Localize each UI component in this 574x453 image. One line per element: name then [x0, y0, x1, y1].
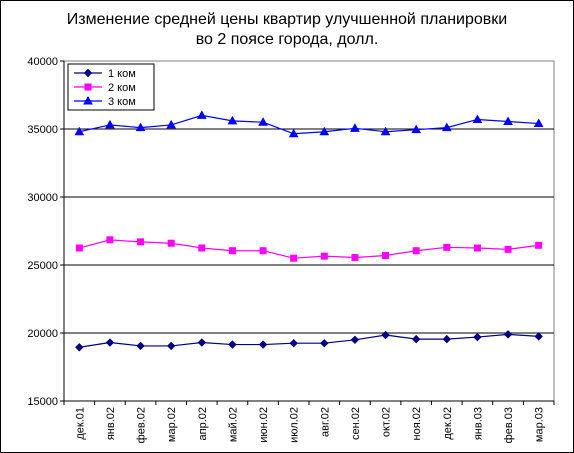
x-tick-label: июл.02	[289, 407, 301, 443]
legend-label: 3 ком	[108, 96, 136, 108]
data-point	[136, 341, 145, 351]
data-point	[472, 114, 483, 123]
data-point	[535, 241, 543, 249]
data-point	[75, 343, 84, 352]
data-point	[473, 332, 482, 342]
x-tick-label: дек.01	[74, 407, 86, 440]
axis-layer: 15000 20000 25000 30000 35000 40000 дек.01 янв.…	[27, 56, 555, 443]
data-point	[411, 334, 421, 344]
data-point	[227, 115, 238, 125]
x-tick-label: фев.02	[136, 407, 148, 443]
legend-label: 2 ком	[108, 82, 136, 94]
data-point	[320, 252, 328, 260]
x-tick-label: окт.02	[381, 407, 393, 437]
legend: 1 ком 2 ком 3 ком	[67, 63, 155, 111]
y-tick-label: 35000	[27, 124, 58, 136]
grid-layer	[64, 128, 554, 334]
chart-title-line-2: во 2 поясе города, долл.	[196, 31, 379, 48]
series-line	[79, 114, 539, 135]
data-point	[105, 338, 115, 347]
data-point	[258, 340, 268, 349]
x-tick-label: ноя.02	[411, 407, 423, 440]
series-1	[75, 330, 543, 352]
legend-marker	[83, 95, 93, 105]
data-point	[412, 247, 420, 255]
legend-label: 1 ком	[108, 68, 136, 80]
data-point	[351, 254, 359, 262]
y-tick-label: 20000	[27, 328, 58, 340]
data-point	[228, 247, 236, 255]
data-point	[259, 247, 267, 255]
x-tick-label: июн.02	[258, 407, 270, 443]
legend-box	[67, 63, 155, 111]
data-point	[167, 239, 175, 247]
x-tick-label: янв.02	[105, 407, 117, 440]
x-tick-label: мар.02	[166, 407, 178, 442]
x-tick-label: авг.02	[319, 407, 331, 437]
y-tick-label: 40000	[27, 56, 58, 68]
data-point	[258, 117, 268, 126]
data-point	[411, 124, 422, 134]
data-point	[441, 122, 452, 132]
data-point	[75, 244, 83, 252]
y-tick-label: 25000	[27, 260, 58, 272]
data-point	[166, 341, 176, 351]
data-point	[137, 238, 145, 246]
x-tick-label: мар.03	[534, 407, 546, 442]
data-point	[106, 236, 114, 244]
series-3	[74, 110, 544, 138]
data-point	[382, 251, 390, 259]
data-point	[380, 126, 391, 136]
legend-marker	[84, 83, 92, 91]
data-point	[196, 110, 207, 119]
y-tick-label: 15000	[27, 396, 58, 408]
data-point	[135, 122, 146, 132]
data-point	[105, 119, 115, 129]
series-layer	[74, 110, 544, 352]
data-point	[381, 330, 390, 340]
x-tick-label: май.02	[227, 407, 239, 442]
data-point	[320, 338, 329, 348]
x-tick-label: янв.03	[472, 407, 484, 440]
data-point	[166, 119, 177, 129]
legend-entry: 3 ком	[74, 95, 136, 108]
data-point	[197, 338, 207, 347]
data-point	[443, 243, 451, 251]
series-2	[75, 236, 543, 262]
x-tick-label: сен.02	[350, 407, 362, 440]
data-point	[473, 244, 481, 252]
data-point	[74, 126, 85, 136]
chart-title-line-1: Изменение средней цены квартир улучшенно…	[67, 11, 507, 28]
data-point	[290, 254, 298, 262]
series-line	[79, 239, 539, 259]
data-point	[504, 245, 512, 253]
data-point	[350, 335, 360, 345]
x-tick-label: дек.02	[442, 407, 454, 440]
y-tick-label: 30000	[27, 192, 58, 204]
data-point	[198, 244, 206, 252]
data-point	[503, 116, 513, 126]
data-point	[503, 330, 513, 339]
data-point	[350, 123, 360, 132]
legend-entry: 2 ком	[74, 82, 136, 94]
legend-marker	[83, 68, 93, 78]
x-tick-label: фев.03	[503, 407, 515, 443]
data-point	[288, 128, 299, 138]
data-point	[533, 118, 544, 128]
data-point	[534, 332, 543, 341]
data-point	[442, 334, 452, 344]
x-tick-label: апр.02	[197, 407, 209, 440]
series-line	[79, 333, 539, 348]
plot-area	[63, 60, 555, 402]
legend-entry: 1 ком	[74, 68, 136, 80]
data-point	[228, 340, 237, 349]
data-point	[319, 126, 330, 136]
data-point	[289, 338, 298, 348]
